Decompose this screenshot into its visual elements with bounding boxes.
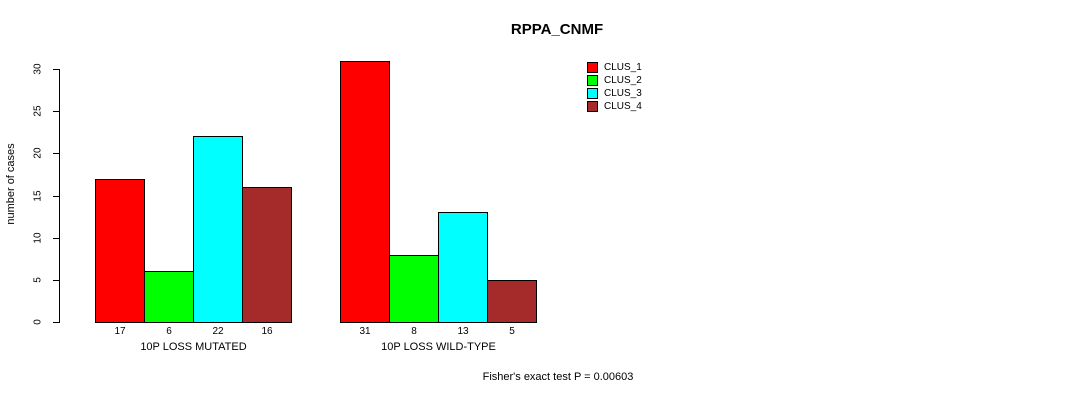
bar-value-label: 6 <box>166 326 172 337</box>
y-tick-label: 5 <box>32 277 44 283</box>
category-label: 10P LOSS MUTATED <box>140 341 247 353</box>
y-tick-label: 0 <box>32 319 44 325</box>
chart-title: RPPA_CNMF <box>510 21 604 38</box>
y-tick-label: 15 <box>32 190 44 202</box>
legend-label-clus_3: CLUS_3 <box>604 88 642 99</box>
bar-value-label: 22 <box>212 326 224 337</box>
y-tick <box>53 196 60 197</box>
y-tick <box>53 69 60 70</box>
y-tick <box>53 153 60 154</box>
bar-clus_4-group1 <box>242 187 292 323</box>
pvalue-annotation: Fisher's exact test P = 0.00603 <box>482 371 634 383</box>
bar-value-label: 5 <box>509 326 515 337</box>
bar-clus_3-group1 <box>193 136 243 323</box>
y-tick-label: 10 <box>32 232 44 244</box>
y-tick-label: 30 <box>32 63 44 75</box>
bar-value-label: 13 <box>457 326 469 337</box>
bar-clus_1-group1 <box>95 179 145 323</box>
bar-value-label: 31 <box>359 326 371 337</box>
bar-value-label: 16 <box>261 326 273 337</box>
y-tick <box>53 322 60 323</box>
bar-clus_2-group2 <box>389 255 439 323</box>
y-tick-label: 20 <box>32 147 44 159</box>
bar-clus_3-group2 <box>438 212 488 323</box>
bar-clus_4-group2 <box>487 280 537 323</box>
legend-swatch-clus_3 <box>587 88 598 99</box>
bar-clus_1-group2 <box>340 61 390 323</box>
bar-value-label: 17 <box>114 326 126 337</box>
category-label: 10P LOSS WILD-TYPE <box>381 341 496 353</box>
legend-swatch-clus_1 <box>587 62 598 73</box>
bar-clus_2-group1 <box>144 271 194 323</box>
legend-label-clus_4: CLUS_4 <box>604 101 642 112</box>
y-axis-title: number of cases <box>5 143 17 225</box>
legend-label-clus_2: CLUS_2 <box>604 75 642 86</box>
legend-swatch-clus_4 <box>587 101 598 112</box>
legend-label-clus_1: CLUS_1 <box>604 62 642 73</box>
y-tick <box>53 280 60 281</box>
y-tick <box>53 111 60 112</box>
bar-value-label: 8 <box>411 326 417 337</box>
legend-swatch-clus_2 <box>587 75 598 86</box>
y-tick-label: 25 <box>32 105 44 117</box>
y-tick <box>53 238 60 239</box>
